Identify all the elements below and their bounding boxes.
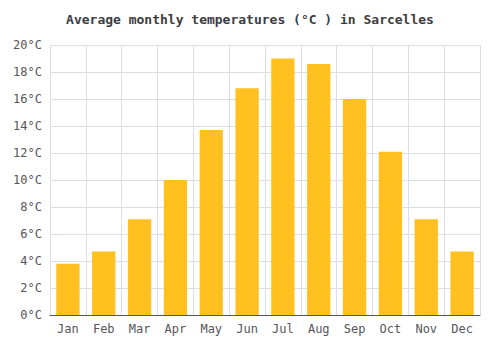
svg-text:14°C: 14°C	[13, 119, 42, 133]
svg-text:May: May	[200, 322, 222, 336]
svg-text:Jul: Jul	[272, 322, 294, 336]
svg-text:20°C: 20°C	[13, 38, 42, 52]
svg-text:Nov: Nov	[415, 322, 437, 336]
svg-text:8°C: 8°C	[20, 200, 42, 214]
svg-text:Oct: Oct	[380, 322, 402, 336]
svg-text:18°C: 18°C	[13, 65, 42, 79]
svg-text:Aug: Aug	[308, 322, 330, 336]
svg-text:2°C: 2°C	[20, 281, 42, 295]
svg-text:10°C: 10°C	[13, 173, 42, 187]
svg-text:16°C: 16°C	[13, 92, 42, 106]
svg-text:Feb: Feb	[93, 322, 115, 336]
svg-text:Sep: Sep	[344, 322, 366, 336]
svg-text:6°C: 6°C	[20, 227, 42, 241]
svg-text:Jan: Jan	[57, 322, 79, 336]
svg-text:Average monthly temperatures (: Average monthly temperatures (°C ) in Sa…	[66, 12, 434, 27]
svg-text:4°C: 4°C	[20, 254, 42, 268]
svg-text:Mar: Mar	[129, 322, 151, 336]
svg-text:12°C: 12°C	[13, 146, 42, 160]
svg-text:Jun: Jun	[236, 322, 258, 336]
svg-text:Apr: Apr	[165, 322, 187, 336]
svg-text:0°C: 0°C	[20, 308, 42, 322]
svg-text:Dec: Dec	[451, 322, 473, 336]
